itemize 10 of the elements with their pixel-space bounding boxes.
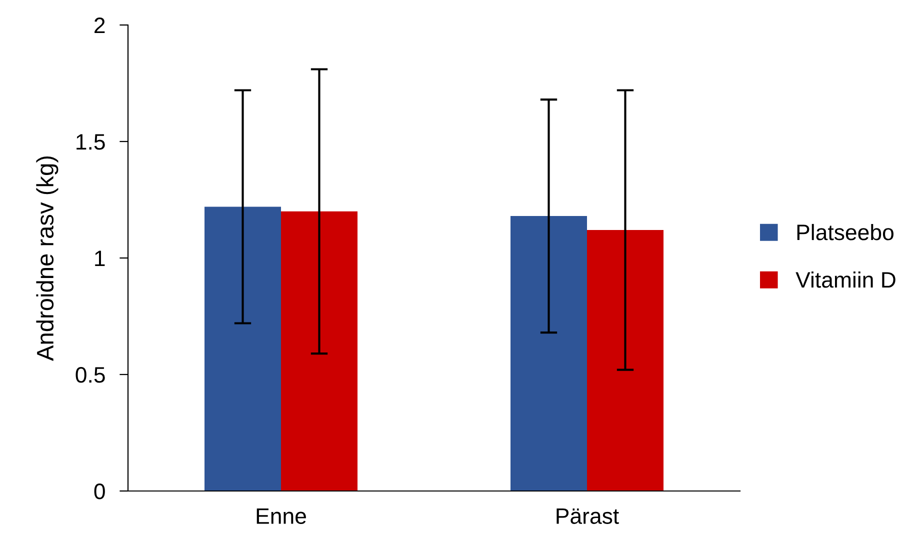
y-tick-label: 0 [94,484,105,500]
y-tick-label: 0.5 [76,367,105,383]
y-tick-label: 1 [95,250,105,266]
y-axis-title: Androidne rasv (kg) [36,156,58,361]
x-tick-label: Enne [256,508,306,524]
legend-label: Vitamiin D [796,271,896,288]
y-tick-label: 2 [94,18,105,34]
x-tick-label: Pärast [556,508,619,524]
y-tick-label: 1.5 [76,134,105,150]
legend-label: Platseebo [797,224,894,240]
